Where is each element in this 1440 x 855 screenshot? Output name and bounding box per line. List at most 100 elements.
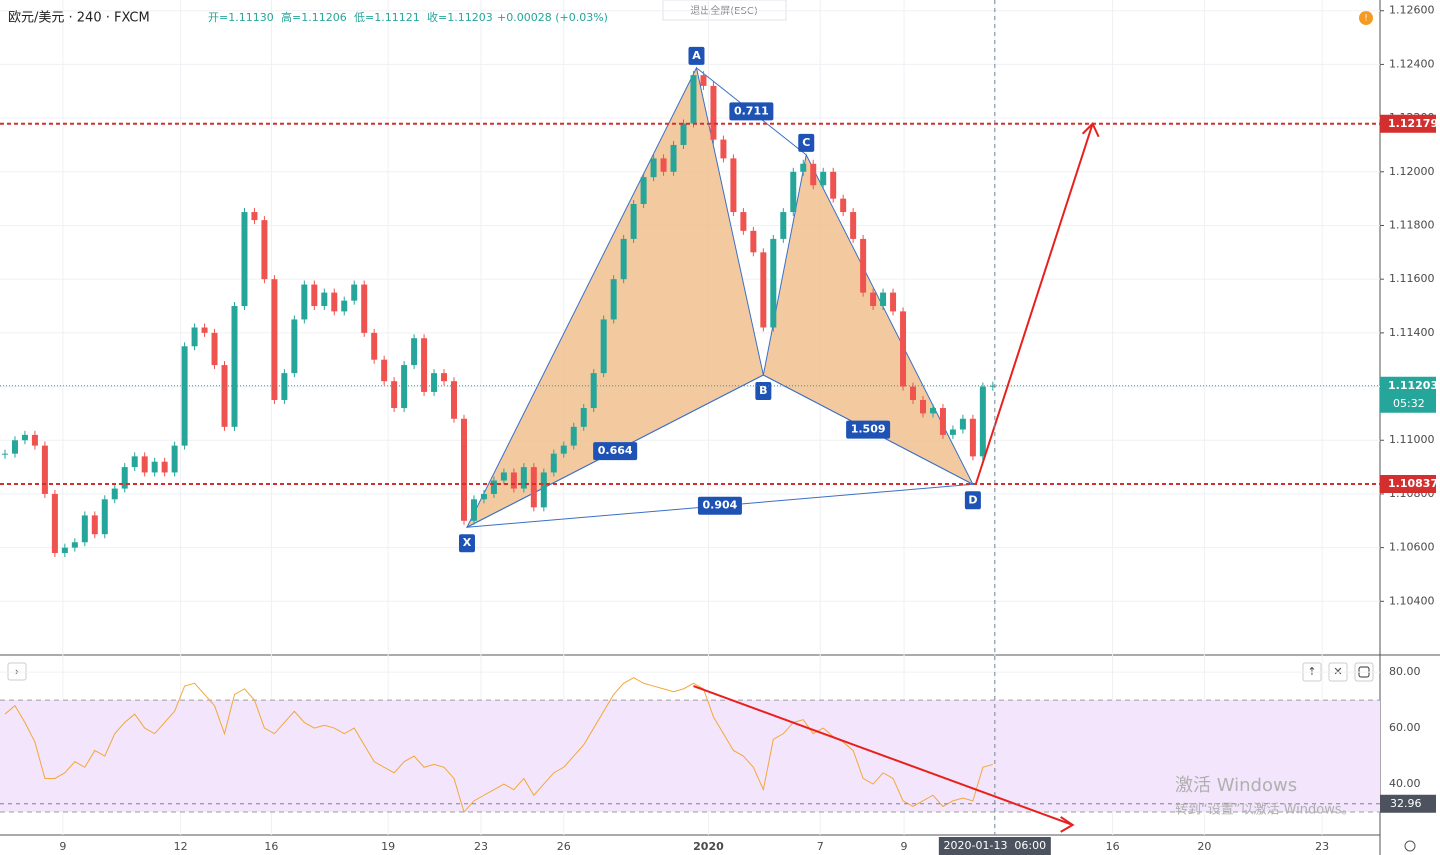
rsi-band — [0, 700, 1380, 813]
header-high: 高=1.11206 — [281, 10, 347, 24]
candle — [331, 292, 338, 312]
candle — [41, 445, 48, 494]
y-tick-label: 1.10400 — [1389, 594, 1435, 607]
candle — [580, 408, 587, 427]
expand-icon: › — [15, 665, 19, 678]
close-icon: ✕ — [1333, 665, 1342, 678]
candle — [870, 292, 877, 307]
candle — [660, 158, 667, 172]
candle — [241, 212, 248, 307]
candle — [650, 158, 657, 178]
point-box — [798, 133, 815, 152]
ratio-label: 1.509 — [851, 423, 886, 436]
x-tick-label: 20 — [1197, 840, 1211, 853]
candle — [261, 220, 268, 280]
crosshair-value-box — [1380, 794, 1436, 813]
candle — [61, 547, 68, 553]
candle — [421, 338, 428, 392]
candle — [361, 284, 368, 333]
candle — [91, 515, 98, 535]
x-tick-label: 7 — [817, 840, 824, 853]
alert-icon[interactable] — [1359, 11, 1373, 25]
point-box — [688, 46, 705, 65]
candle — [451, 381, 458, 419]
y-tick-label: 1.12600 — [1389, 4, 1435, 17]
alert-mark: ! — [1364, 14, 1368, 24]
candle — [740, 212, 747, 231]
rsi-line — [4, 677, 993, 814]
candle — [1, 453, 8, 455]
candle — [850, 212, 857, 239]
candle — [351, 284, 358, 301]
candle — [500, 472, 507, 481]
candle — [221, 365, 228, 427]
candle — [830, 171, 837, 199]
candle — [630, 204, 637, 239]
settings-icon[interactable] — [1404, 840, 1416, 852]
candle — [131, 456, 138, 468]
candle — [341, 300, 348, 312]
candle — [301, 284, 308, 320]
y-tick-label: 80.00 — [1389, 665, 1421, 678]
divergence-arrow — [693, 685, 1074, 826]
candle — [490, 480, 497, 494]
x-tick-label: 9 — [901, 840, 908, 853]
candle — [81, 515, 88, 543]
candle — [560, 445, 567, 454]
watermark-subtitle: 转到“设置”以激活 Windows。 — [1175, 803, 1355, 818]
candle — [900, 311, 907, 387]
y-tick-label: 1.10600 — [1389, 541, 1435, 554]
y-tick-label: 60.00 — [1389, 721, 1421, 734]
ratio-box — [697, 496, 742, 515]
candle — [460, 418, 467, 521]
candle — [101, 499, 108, 535]
candle — [211, 332, 218, 366]
x-tick-label: 16 — [264, 840, 278, 853]
candle — [171, 445, 178, 473]
point-label: A — [692, 49, 701, 62]
ratio-box — [729, 102, 774, 121]
x-tick-label: 19 — [381, 840, 395, 853]
ratio-box — [593, 442, 638, 461]
candle — [530, 467, 537, 508]
candle — [730, 158, 737, 213]
grid — [0, 0, 1380, 835]
candle — [11, 440, 18, 454]
header-low: 低=1.11121 — [354, 11, 420, 24]
x-tick-label: 23 — [474, 840, 488, 853]
current-price-label: 1.11203 — [1388, 379, 1438, 392]
candle — [391, 381, 398, 409]
point-label: B — [759, 384, 767, 397]
exit-fullscreen-button[interactable] — [662, 0, 787, 21]
candle — [880, 292, 887, 307]
header-symbol: 欧元/美元 · 240 · FXCM — [8, 11, 150, 26]
countdown: 05:32 — [1393, 397, 1425, 410]
header-close: 收=1.11203 — [427, 10, 493, 24]
candle — [780, 212, 787, 239]
candle — [919, 399, 926, 414]
candle — [151, 461, 158, 473]
candle — [790, 171, 797, 213]
point-box — [458, 534, 475, 553]
candle — [700, 75, 707, 86]
candle — [311, 284, 318, 307]
x-tick-label: 26 — [557, 840, 571, 853]
candle — [670, 144, 677, 172]
candle — [321, 292, 328, 307]
ratio-box — [846, 420, 891, 439]
candle — [540, 472, 547, 508]
candle — [71, 542, 78, 548]
candle — [111, 488, 118, 500]
candle — [570, 426, 577, 446]
x-tick-label: 16 — [1106, 840, 1120, 853]
point-label: C — [802, 136, 810, 149]
candle — [141, 456, 148, 473]
point-label: X — [463, 536, 472, 549]
candle — [401, 365, 408, 409]
expand-button[interactable] — [7, 662, 27, 681]
candle — [251, 212, 258, 221]
candle — [939, 408, 946, 435]
candle — [590, 373, 597, 409]
candle — [510, 472, 517, 489]
candle — [121, 467, 128, 489]
